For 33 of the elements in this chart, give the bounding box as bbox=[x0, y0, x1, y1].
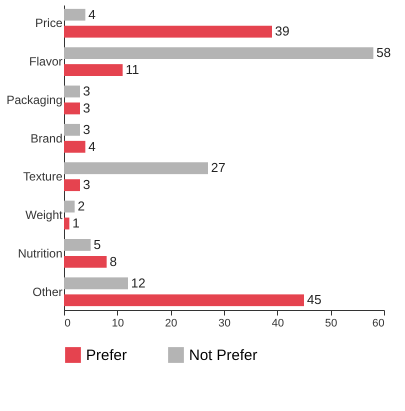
data-label: 39 bbox=[275, 24, 290, 39]
x-tick-label: 20 bbox=[165, 318, 178, 330]
y-tick-label: Brand bbox=[30, 131, 62, 146]
legend-label: Prefer bbox=[86, 347, 127, 364]
data-label: 27 bbox=[211, 160, 226, 176]
y-tick-label: Packaging bbox=[6, 92, 62, 107]
data-label: 45 bbox=[307, 292, 322, 308]
y-tick-label: Other bbox=[32, 284, 62, 299]
x-tick-label: 60 bbox=[372, 318, 384, 330]
data-label: 3 bbox=[83, 177, 90, 192]
data-label: 5 bbox=[94, 236, 101, 252]
data-label: 8 bbox=[110, 254, 117, 269]
y-tick-label: Flavor bbox=[29, 54, 62, 69]
data-label: 58 bbox=[376, 45, 391, 60]
data-label: 3 bbox=[83, 100, 90, 116]
y-tick-label: Texture bbox=[23, 170, 63, 184]
y-tick-label: Price bbox=[35, 16, 63, 30]
x-tick-label: 0 bbox=[64, 318, 71, 330]
x-tick-label: 30 bbox=[218, 318, 231, 330]
legend-label: Not Prefer bbox=[189, 347, 258, 364]
x-tick-label: 50 bbox=[325, 318, 338, 330]
data-label: 2 bbox=[78, 198, 85, 214]
data-label: 1 bbox=[72, 216, 80, 231]
y-tick-label: Weight bbox=[25, 208, 64, 222]
data-label: 3 bbox=[83, 83, 90, 98]
x-tick-label: 10 bbox=[112, 318, 124, 330]
data-label: 4 bbox=[88, 6, 96, 22]
y-tick-label: Nutrition bbox=[18, 246, 62, 260]
x-tick-label: 40 bbox=[272, 318, 284, 330]
data-label: 12 bbox=[131, 275, 146, 290]
data-label: 11 bbox=[126, 62, 140, 78]
data-label: 4 bbox=[88, 138, 96, 154]
data-label: 3 bbox=[83, 122, 90, 137]
